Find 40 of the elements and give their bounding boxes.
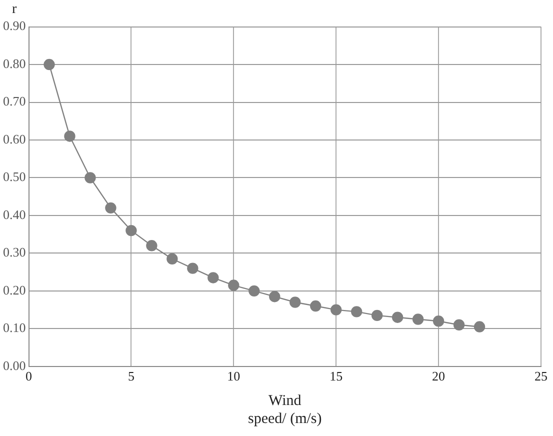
x-tick-label: 10 — [227, 368, 240, 384]
x-tick-label: 20 — [432, 368, 446, 384]
x-axis-title: Wind speed/ (m/s) — [248, 392, 322, 427]
x-tick-label: 15 — [330, 368, 343, 384]
point — [146, 240, 158, 252]
point — [453, 319, 465, 330]
point — [392, 312, 404, 323]
point — [269, 290, 280, 302]
point — [105, 202, 116, 214]
y-tick-label: 0.50 — [3, 169, 26, 184]
y-tick-label: 0.80 — [3, 56, 26, 71]
point — [166, 253, 178, 264]
x-tick-label: 5 — [128, 368, 134, 384]
point — [44, 58, 55, 70]
point — [474, 321, 486, 332]
point — [208, 272, 219, 284]
y-tick-label: 0.30 — [3, 244, 26, 260]
point — [248, 285, 260, 297]
point — [84, 172, 96, 184]
x-tick-label: 25 — [534, 368, 548, 384]
x-tick-label: 0 — [26, 368, 32, 384]
y-tick-label: 0.40 — [3, 206, 26, 222]
point — [228, 280, 240, 291]
y-tick-label: 0.10 — [3, 320, 26, 336]
y-tick-label: 0.90 — [3, 18, 26, 34]
point — [187, 262, 198, 274]
point — [432, 316, 444, 327]
point — [310, 300, 322, 312]
point — [290, 296, 301, 308]
y-tick-label: 0.20 — [3, 282, 26, 298]
point — [412, 314, 424, 325]
point — [330, 304, 342, 316]
y-tick-label: 0.70 — [3, 94, 26, 109]
point — [371, 310, 383, 322]
y-axis-title: r — [12, 2, 17, 18]
y-tick-label: 0.60 — [3, 131, 26, 146]
point — [126, 224, 137, 236]
point — [64, 130, 76, 142]
point — [350, 306, 362, 318]
y-tick-label: 0.00 — [3, 358, 26, 373]
